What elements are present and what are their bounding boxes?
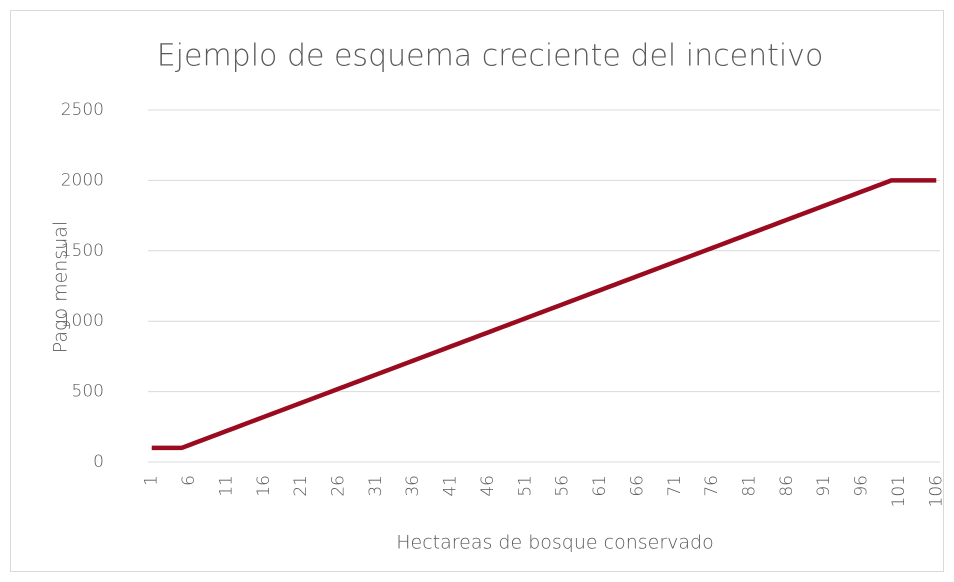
x-tick-label: 46	[478, 475, 498, 497]
x-tick-label: 36	[403, 475, 423, 497]
data-line	[151, 178, 937, 451]
x-tick-label: 1	[142, 475, 162, 486]
y-tick-label: 500	[72, 382, 104, 402]
y-tick-label: 2000	[61, 170, 104, 190]
x-tick-label: 41	[441, 475, 461, 497]
x-tick-label: 61	[590, 475, 610, 497]
y-tick-label: 1000	[61, 311, 104, 331]
x-tick-label: 51	[515, 475, 535, 497]
x-tick-label: 6	[179, 475, 199, 486]
x-tick-label: 16	[254, 475, 274, 497]
chart-border	[10, 10, 944, 572]
x-tick-label: 91	[814, 475, 834, 497]
y-tick-label: 2500	[61, 100, 104, 120]
chart-title: Ejemplo de esquema creciente del incenti…	[157, 39, 824, 74]
x-tick-label: 106	[926, 475, 946, 507]
x-tick-label: 71	[665, 475, 685, 497]
x-tick-label: 26	[329, 475, 349, 497]
x-tick-label: 66	[627, 475, 647, 497]
x-tick-label: 81	[739, 475, 759, 497]
x-tick-label: 31	[366, 475, 386, 497]
x-tick-label: 21	[291, 475, 311, 497]
x-tick-label: 76	[702, 475, 722, 497]
y-tick-label: 1500	[61, 241, 104, 261]
y-tick-label: 0	[93, 452, 104, 472]
x-tick-label: 86	[777, 475, 797, 497]
y-axis-title: Pago mensual	[50, 221, 72, 353]
x-axis-title: Hectareas de bosque conservado	[396, 532, 713, 554]
x-tick-label: 56	[553, 475, 573, 497]
x-tick-label: 96	[852, 475, 872, 497]
x-tick-label: 101	[889, 475, 909, 507]
x-tick-label: 11	[216, 475, 236, 497]
